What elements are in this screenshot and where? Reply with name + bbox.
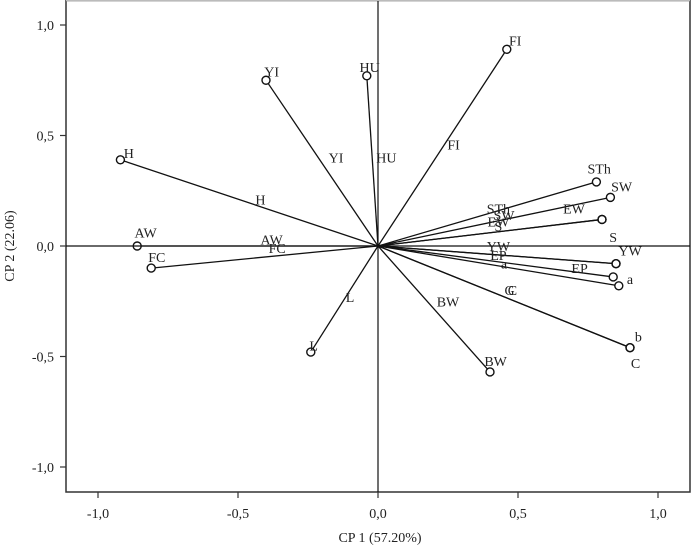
vector-aw (132, 241, 378, 251)
point-marker-icon (362, 71, 372, 81)
point-marker-icon (146, 263, 156, 273)
point-label: FC (148, 251, 165, 266)
y-tick-label: 0,5 (37, 130, 55, 145)
point-label: BW (484, 355, 507, 370)
point-marker-icon (597, 214, 607, 225)
y-axis-label: CP 2 (22.06) (3, 210, 18, 282)
point-marker-icon (608, 272, 618, 282)
midline-label: HU (376, 152, 396, 167)
midline-label: S (495, 220, 503, 235)
midline-label: STh (487, 202, 510, 217)
y-axis-ticks: 1,0 0,5 0,0 -0,5 -1,0 (32, 19, 66, 476)
midline-label: YI (329, 152, 344, 167)
vector-s (377, 214, 607, 247)
midline-label: FC (269, 242, 286, 257)
point-label: b (635, 331, 642, 346)
vector-a (377, 245, 618, 282)
x-axis-ticks: -1,0 -0,5 0,0 0,5 1,0 (87, 492, 667, 522)
point-marker-icon (502, 44, 512, 55)
midline-label: FI (447, 138, 460, 153)
x-tick-label: -1,0 (87, 507, 109, 522)
vector-b (377, 245, 624, 291)
point-label: a (627, 273, 634, 288)
vector-hu (362, 71, 379, 247)
vector-sw (377, 192, 616, 247)
point-marker-icon (485, 367, 495, 377)
point-label: H (124, 147, 134, 162)
point-label: FI (509, 34, 522, 49)
point-label: YW (618, 244, 642, 259)
midline-label: L (346, 291, 355, 306)
x-tick-label: 0,5 (509, 507, 527, 522)
vector-h (115, 155, 379, 247)
y-tick-label: 0,0 (37, 240, 55, 255)
point-marker-icon (591, 177, 602, 187)
point-marker-icon (261, 75, 271, 85)
point-label: HU (359, 61, 379, 76)
point-marker-icon (115, 155, 126, 165)
x-tick-label: 1,0 (649, 507, 667, 522)
point-marker-icon (614, 281, 624, 291)
point-label: AW (134, 227, 157, 242)
point-label: STh (588, 163, 611, 178)
midline-label: C (508, 284, 517, 299)
midline-label: a (501, 258, 508, 273)
midline-label: AW (260, 233, 283, 248)
x-tick-label: 0,0 (369, 507, 387, 522)
x-axis-label: CP 1 (57.20%) (338, 531, 421, 546)
point-marker-icon (605, 192, 616, 203)
y-tick-label: -0,5 (32, 351, 54, 366)
midline-label: SW (494, 209, 516, 224)
x-tick-label: -0,5 (227, 507, 249, 522)
point-label: EW (563, 202, 586, 217)
midline-label: EP (490, 249, 507, 264)
vector-sth (377, 177, 602, 247)
vector-bw (377, 245, 495, 377)
point-marker-icon (306, 347, 316, 357)
vector-fc (146, 245, 379, 273)
vector-l (306, 245, 379, 357)
y-tick-label: -1,0 (32, 461, 54, 476)
point-marker-icon (625, 342, 635, 353)
point-marker-icon (132, 241, 142, 251)
point-label: SW (611, 180, 633, 195)
midline-label: G (505, 284, 515, 299)
midline-label: EW (488, 216, 511, 231)
vector-yi (261, 75, 379, 247)
midline-label: BW (437, 295, 460, 310)
midline-label: H (255, 194, 265, 209)
point-label: L (309, 339, 318, 354)
y-tick-label: 1,0 (37, 19, 55, 34)
point-marker-icon (611, 258, 621, 269)
loading-vectors (115, 44, 635, 377)
point-label: EP (571, 262, 588, 277)
point-label: S (609, 231, 617, 246)
vector-g (377, 245, 635, 353)
point-label: C (631, 357, 640, 372)
vector-fi (377, 44, 512, 247)
midline-label: YW (487, 240, 511, 255)
vector-ep (377, 245, 621, 269)
point-label: YI (264, 65, 279, 80)
